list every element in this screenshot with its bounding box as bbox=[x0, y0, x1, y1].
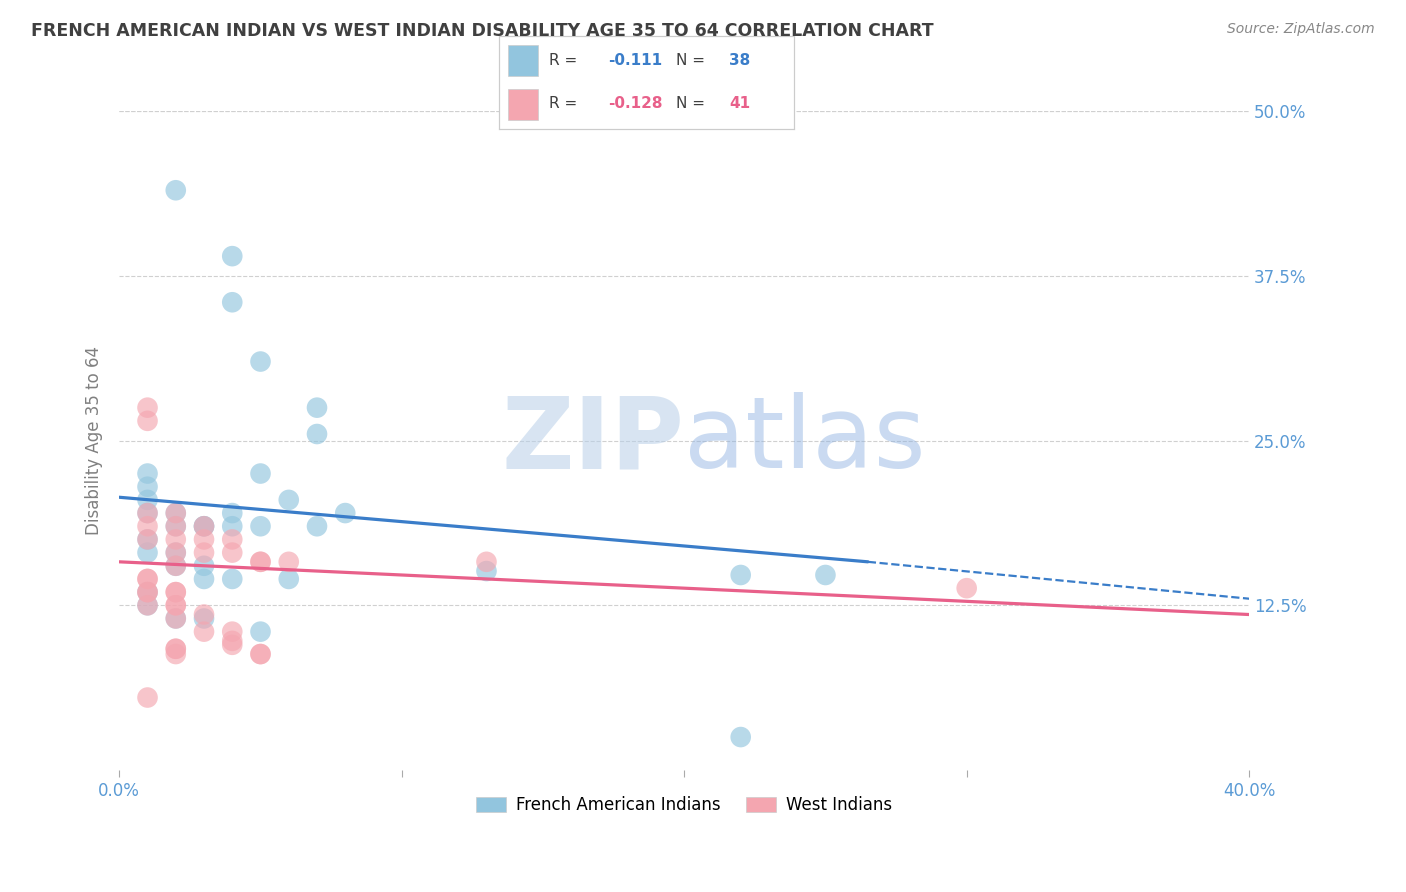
Point bbox=[221, 638, 243, 652]
Bar bbox=[508, 89, 537, 120]
Text: atlas: atlas bbox=[685, 392, 925, 489]
Point bbox=[277, 555, 299, 569]
Point bbox=[165, 533, 187, 547]
Point bbox=[136, 572, 159, 586]
Point bbox=[193, 572, 215, 586]
Point bbox=[193, 519, 215, 533]
Point bbox=[136, 401, 159, 415]
Point bbox=[165, 558, 187, 573]
Point bbox=[335, 506, 357, 520]
Point bbox=[221, 572, 243, 586]
Text: FRENCH AMERICAN INDIAN VS WEST INDIAN DISABILITY AGE 35 TO 64 CORRELATION CHART: FRENCH AMERICAN INDIAN VS WEST INDIAN DI… bbox=[31, 22, 934, 40]
Point bbox=[165, 611, 187, 625]
Point bbox=[193, 607, 215, 622]
Text: Source: ZipAtlas.com: Source: ZipAtlas.com bbox=[1227, 22, 1375, 37]
Point bbox=[475, 564, 498, 578]
Point bbox=[475, 555, 498, 569]
Point bbox=[165, 641, 187, 656]
Point bbox=[305, 427, 328, 442]
Text: R =: R = bbox=[550, 96, 582, 112]
Point bbox=[136, 467, 159, 481]
Point bbox=[814, 568, 837, 582]
Point bbox=[221, 249, 243, 263]
Point bbox=[249, 519, 271, 533]
Point bbox=[136, 414, 159, 428]
Point bbox=[136, 572, 159, 586]
Point bbox=[165, 506, 187, 520]
Point bbox=[136, 546, 159, 560]
Text: 41: 41 bbox=[730, 96, 751, 112]
Point bbox=[136, 690, 159, 705]
Point bbox=[136, 533, 159, 547]
Text: N =: N = bbox=[676, 96, 710, 112]
Point bbox=[165, 599, 187, 613]
Point bbox=[193, 533, 215, 547]
Point bbox=[249, 555, 271, 569]
Point bbox=[165, 641, 187, 656]
Point bbox=[221, 546, 243, 560]
Point bbox=[136, 585, 159, 599]
Point bbox=[221, 633, 243, 648]
Point bbox=[165, 546, 187, 560]
Point bbox=[165, 611, 187, 625]
Point bbox=[193, 519, 215, 533]
Point bbox=[136, 480, 159, 494]
Point bbox=[193, 546, 215, 560]
Text: ZIP: ZIP bbox=[502, 392, 685, 489]
Point bbox=[136, 585, 159, 599]
Text: N =: N = bbox=[676, 53, 710, 68]
Point bbox=[249, 467, 271, 481]
Point bbox=[136, 533, 159, 547]
Bar bbox=[508, 45, 537, 76]
Point bbox=[730, 730, 752, 744]
Point bbox=[221, 624, 243, 639]
Point bbox=[165, 183, 187, 197]
Point bbox=[136, 585, 159, 599]
Point bbox=[249, 647, 271, 661]
Point bbox=[165, 585, 187, 599]
Point bbox=[165, 585, 187, 599]
Point bbox=[249, 354, 271, 368]
Point bbox=[136, 599, 159, 613]
Point bbox=[165, 519, 187, 533]
Point bbox=[277, 492, 299, 507]
Point bbox=[221, 519, 243, 533]
Point bbox=[193, 611, 215, 625]
Text: R =: R = bbox=[550, 53, 582, 68]
Point bbox=[165, 546, 187, 560]
Point bbox=[730, 568, 752, 582]
Point bbox=[193, 519, 215, 533]
Point bbox=[165, 647, 187, 661]
Point bbox=[221, 533, 243, 547]
Point bbox=[249, 624, 271, 639]
Point bbox=[136, 519, 159, 533]
Point bbox=[249, 647, 271, 661]
Legend: French American Indians, West Indians: French American Indians, West Indians bbox=[470, 789, 898, 821]
Point bbox=[136, 492, 159, 507]
Point bbox=[221, 295, 243, 310]
Text: -0.128: -0.128 bbox=[609, 96, 662, 112]
Text: 38: 38 bbox=[730, 53, 751, 68]
Point bbox=[136, 506, 159, 520]
Point bbox=[193, 624, 215, 639]
Point bbox=[249, 555, 271, 569]
Point bbox=[165, 599, 187, 613]
Point bbox=[165, 519, 187, 533]
Text: -0.111: -0.111 bbox=[609, 53, 662, 68]
Point bbox=[277, 572, 299, 586]
Y-axis label: Disability Age 35 to 64: Disability Age 35 to 64 bbox=[86, 346, 103, 535]
Point bbox=[136, 599, 159, 613]
Point bbox=[305, 519, 328, 533]
Point bbox=[193, 558, 215, 573]
Point bbox=[221, 506, 243, 520]
Point bbox=[165, 506, 187, 520]
Point bbox=[136, 506, 159, 520]
Point bbox=[165, 558, 187, 573]
Point bbox=[956, 581, 979, 595]
Point bbox=[305, 401, 328, 415]
